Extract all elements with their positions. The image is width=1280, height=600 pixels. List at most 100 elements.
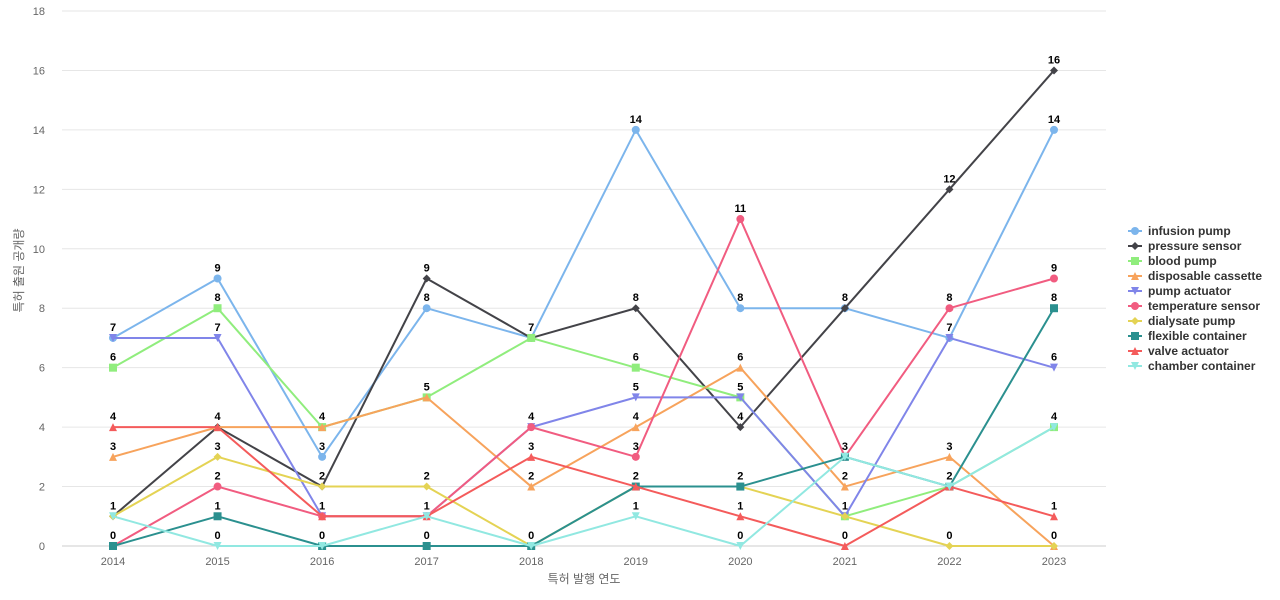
y-tick-label: 6 [39,363,45,375]
data-label: 0 [737,530,743,542]
series-line [113,336,1055,518]
data-label: 14 [630,114,643,126]
data-point [631,512,640,521]
data-label: 3 [946,441,952,453]
data-label: 4 [737,411,744,423]
data-label: 4 [319,411,326,423]
data-label: 1 [214,500,220,512]
data-label: 6 [1051,352,1057,364]
data-label: 4 [214,411,221,423]
data-point [422,393,431,402]
data-point [422,482,431,491]
data-point [1050,512,1058,521]
legend-label: pump actuator [1148,284,1232,298]
data-label: 0 [842,530,848,542]
series-line [112,128,1055,458]
data-point [736,482,745,491]
data-label: 3 [319,441,325,453]
data-point [631,304,640,313]
data-point [840,304,849,313]
series-line [112,455,1054,547]
series-line [112,69,1055,518]
data-label: 5 [424,381,430,393]
legend-marker [1131,362,1139,370]
legend-item[interactable]: flexible container [1128,329,1247,343]
data-label: 2 [528,471,534,483]
data-point [318,423,327,432]
data-point [527,333,536,342]
series-chamber-container [109,423,1058,550]
legend-label: flexible container [1148,329,1247,343]
y-tick-label: 14 [33,125,45,137]
legend-marker [1131,317,1139,325]
legend-item[interactable]: valve actuator [1128,344,1229,358]
data-point [1050,304,1058,313]
legend-label: dialysate pump [1148,314,1235,328]
data-point [631,393,640,402]
data-label: 12 [943,173,955,185]
y-tick-label: 2 [39,482,45,494]
data-label: 0 [110,530,116,542]
legend-label: temperature sensor [1148,299,1260,313]
data-label: 2 [319,471,325,483]
legend-marker [1131,302,1139,310]
data-label: 8 [633,292,639,304]
data-point [631,482,640,491]
data-label: 7 [528,322,534,334]
data-label: 11 [735,203,747,215]
data-label: 6 [633,352,639,364]
data-label: 2 [842,471,848,483]
data-point [736,542,745,550]
legend-item[interactable]: disposable cassette [1128,269,1262,283]
data-label: 5 [633,381,639,393]
legend-item[interactable]: infusion pump [1128,224,1231,238]
legend-item[interactable]: pump actuator [1128,284,1232,298]
legend-item[interactable]: chamber container [1128,359,1256,373]
data-point [736,393,745,402]
data-label: 8 [737,292,743,304]
data-point [1050,542,1058,550]
x-tick-label: 2023 [1042,556,1066,568]
legend-marker [1131,287,1139,295]
series-infusion-pump [109,125,1058,461]
legend-item[interactable]: temperature sensor [1128,299,1260,313]
legend-label: valve actuator [1148,344,1229,358]
legend-item[interactable]: dialysate pump [1128,314,1235,328]
data-label: 3 [842,441,848,453]
data-label: 7 [214,322,220,334]
y-axis-title: 특허 출원 공개량 [12,229,26,313]
data-point [945,452,954,461]
data-point [213,452,222,461]
data-point [318,512,327,521]
data-label: 7 [110,322,116,334]
data-point [945,542,954,550]
series-line [112,366,1055,547]
data-label: 1 [110,500,116,512]
data-label: 6 [737,352,743,364]
legend-label: disposable cassette [1148,269,1262,283]
legend-marker [1131,272,1139,280]
data-point [840,542,849,550]
data-label: 8 [214,292,220,304]
legend-label: pressure sensor [1148,239,1242,253]
data-point [736,363,745,372]
x-tick-label: 2020 [728,556,752,568]
data-label: 0 [528,530,534,542]
data-label: 0 [424,530,430,542]
series-group [109,66,1058,550]
data-point [213,274,222,283]
data-point [109,512,117,521]
data-point [840,482,849,491]
data-label: 7 [946,322,952,334]
series-pressure-sensor [109,66,1058,521]
series-line [112,307,1055,518]
legend-item[interactable]: pressure sensor [1128,239,1242,253]
legend-item[interactable]: blood pump [1128,254,1217,268]
y-tick-label: 10 [33,244,45,256]
x-tick-label: 2014 [101,556,125,568]
legend-label: infusion pump [1148,224,1231,238]
data-point [945,482,954,491]
data-point [213,423,222,432]
